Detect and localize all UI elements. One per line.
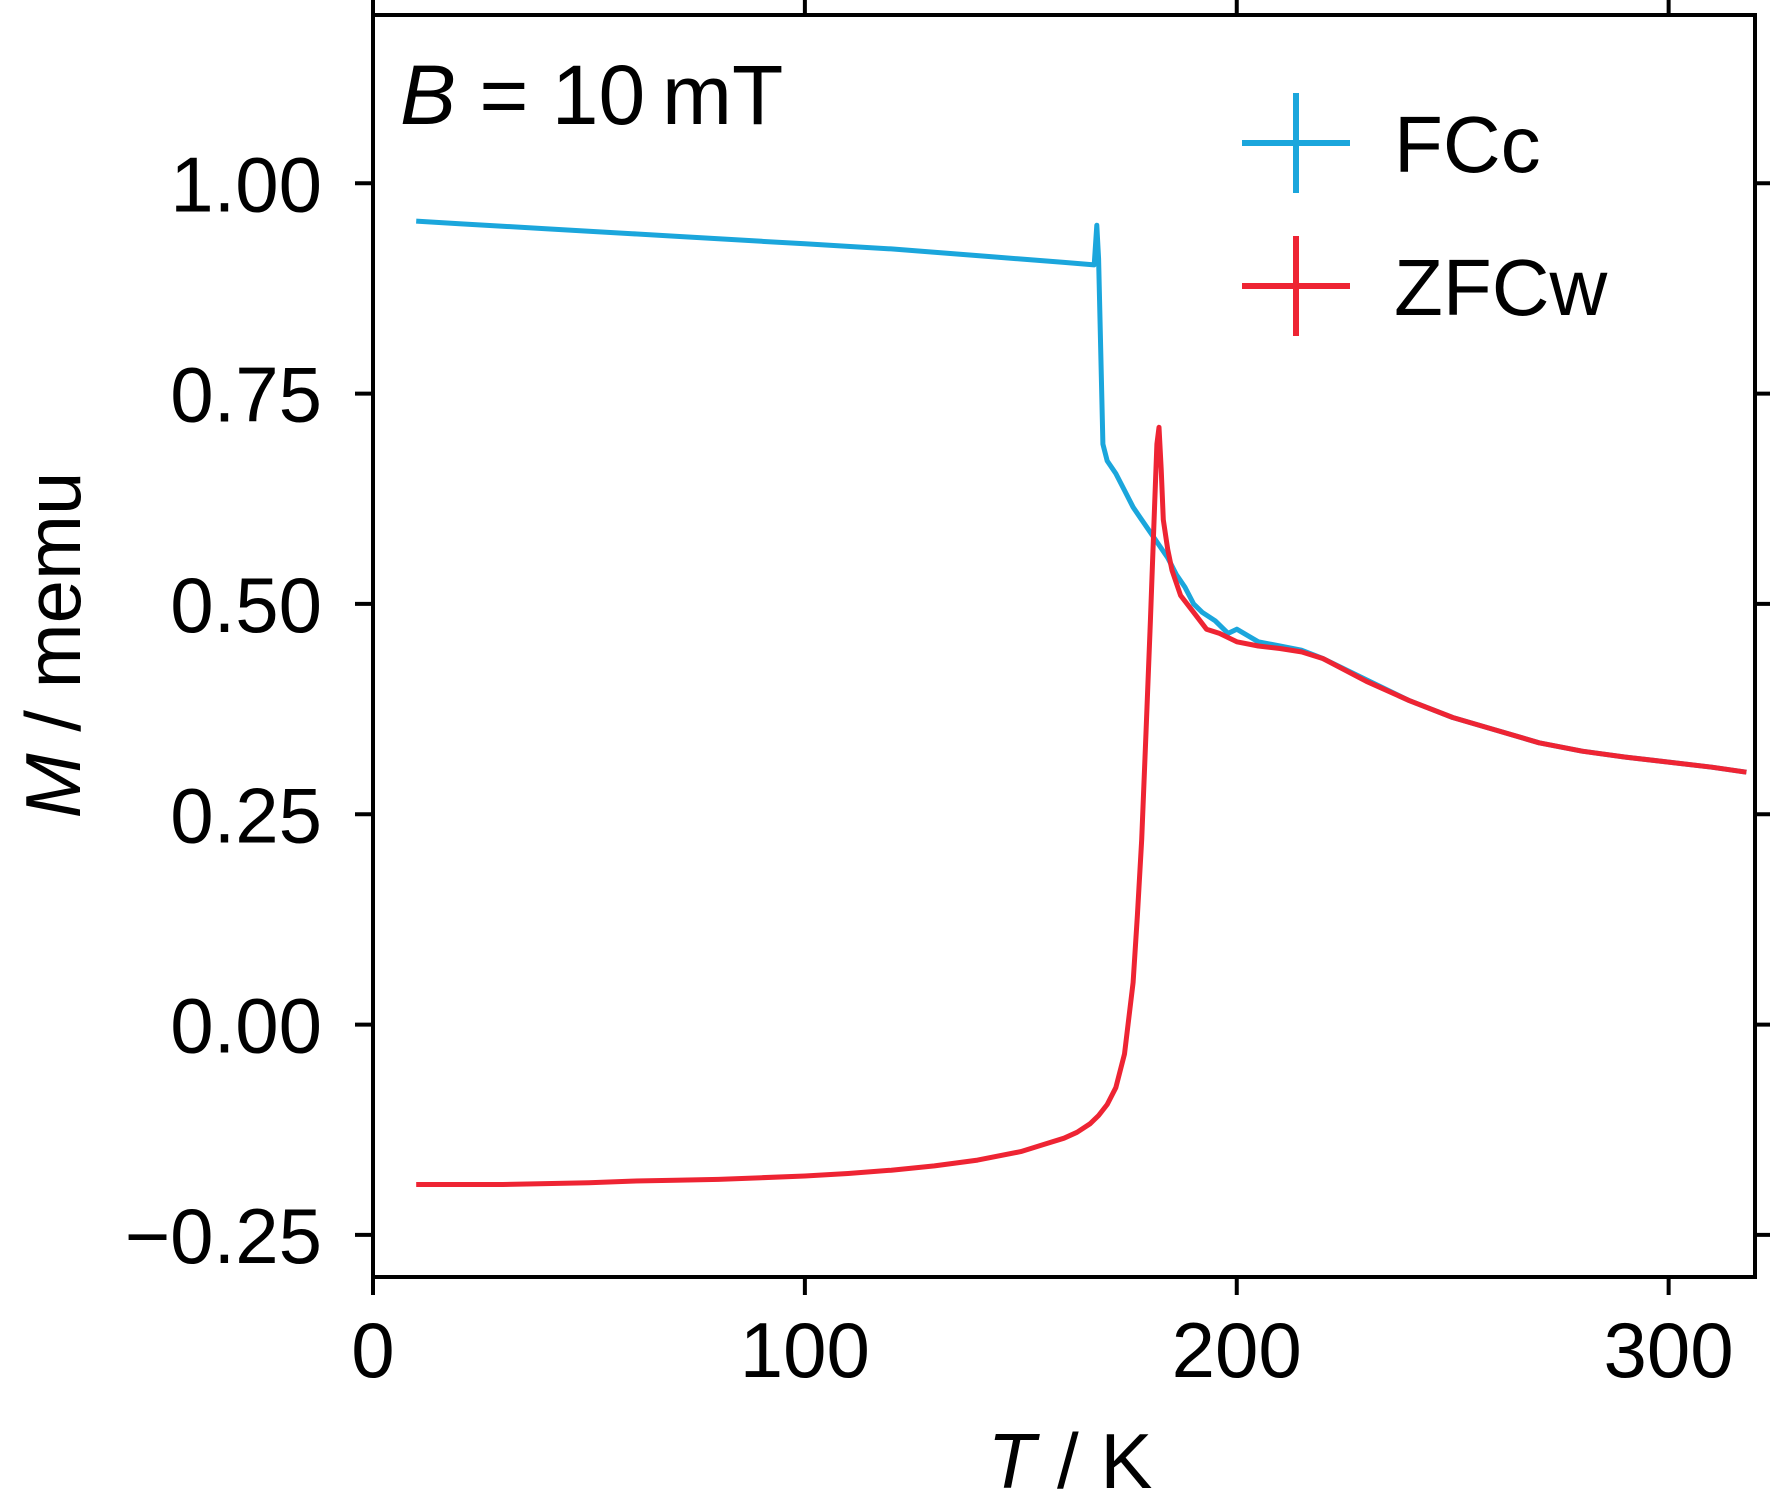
y-axis-label: M / memu [9, 472, 97, 819]
field-value: = 10 mT [456, 48, 783, 142]
y-axis-symbol: M [9, 753, 97, 818]
series-line-zfcw [416, 424, 1747, 1187]
x-axis-symbol: T [988, 1417, 1041, 1500]
axis-ticks [355, 0, 1770, 1295]
y-tick-label: 0.50 [170, 561, 322, 649]
series-lines [416, 218, 1747, 1187]
x-axis-unit: K [1100, 1417, 1152, 1500]
y-axis-unit: memu [9, 472, 97, 689]
x-axis-label: T / K [988, 1417, 1153, 1500]
x-tick-label: 200 [1172, 1306, 1302, 1394]
field-annotation: B = 10 mT [400, 48, 783, 142]
plot-frame [371, 13, 1757, 1279]
x-tick-label: 300 [1604, 1306, 1734, 1394]
field-symbol: B [400, 48, 456, 142]
y-tick-label: 1.00 [170, 140, 322, 228]
y-tick-label: −0.25 [125, 1192, 322, 1280]
x-tick-label: 0 [351, 1306, 394, 1394]
x-tick-label: 100 [740, 1306, 870, 1394]
legend-label: ZFCw [1394, 243, 1608, 332]
y-tick-label: 0.25 [170, 771, 322, 859]
y-tick-label: 0.00 [170, 982, 322, 1070]
legend: FCc ZFCw [1242, 93, 1608, 336]
axis-tick-labels: 0 100 200 300 −0.25 0.00 0.25 0.50 0.75 1.00 [125, 140, 1734, 1394]
y-tick-label: 0.75 [170, 351, 322, 439]
legend-label: FCc [1394, 100, 1541, 189]
